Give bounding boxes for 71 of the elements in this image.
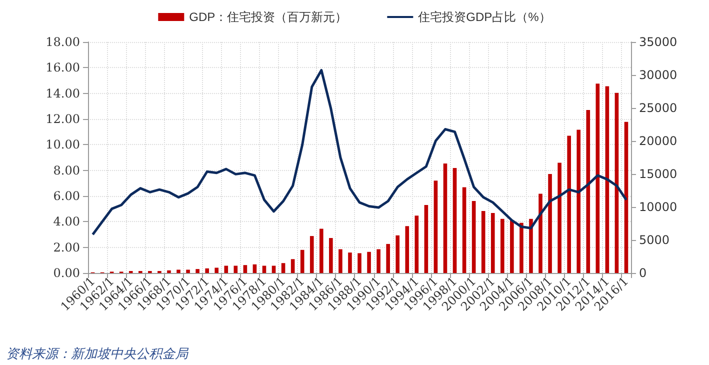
bar	[510, 220, 514, 273]
bar	[243, 265, 248, 273]
y-tick-label: 18.00	[46, 35, 80, 49]
y-tick-label: 14.00	[46, 86, 80, 100]
legend-label: GDP：住宅投资（百万新元）	[189, 10, 348, 24]
y2-tick-label: 0	[639, 266, 647, 280]
y-tick-label: 8.00	[53, 163, 80, 178]
bar	[224, 266, 228, 273]
y2-tick-label: 10000	[639, 200, 678, 214]
bar	[310, 236, 314, 273]
bar	[567, 136, 571, 273]
bar	[558, 162, 562, 273]
bar	[490, 212, 495, 273]
bar	[348, 252, 352, 273]
y-tick-label: 10.00	[46, 138, 80, 152]
y2-tick-label: 20000	[639, 134, 678, 148]
bar	[434, 180, 438, 273]
bar	[576, 130, 581, 273]
y-tick-label: 12.00	[46, 112, 80, 126]
bar	[443, 163, 448, 273]
bar	[396, 235, 400, 273]
bar	[329, 238, 333, 273]
bar	[424, 205, 428, 273]
bar	[252, 264, 257, 273]
bar	[234, 266, 238, 273]
bar	[376, 249, 380, 273]
y2-tick-label: 25000	[639, 101, 678, 115]
bar	[462, 187, 466, 273]
bar	[414, 216, 419, 273]
bar	[586, 110, 590, 273]
y2-tick-label: 5000	[639, 233, 670, 247]
bar	[262, 266, 266, 273]
bar	[281, 263, 286, 273]
bar	[386, 244, 390, 273]
bar	[529, 218, 533, 273]
bar	[405, 226, 410, 273]
bar	[176, 270, 180, 273]
bar	[196, 269, 200, 273]
bar	[290, 259, 295, 273]
bar	[186, 270, 190, 273]
bar	[300, 250, 304, 273]
bar	[624, 122, 628, 273]
bar	[338, 249, 342, 273]
bar	[214, 268, 219, 273]
y2-tick-label: 15000	[639, 167, 678, 181]
bar	[538, 194, 542, 273]
bar	[500, 218, 504, 273]
bar	[614, 92, 619, 273]
line-series	[92, 68, 628, 236]
bar	[452, 168, 457, 273]
bar	[605, 86, 610, 273]
y-tick-label: 16.00	[46, 60, 80, 75]
bar	[472, 201, 476, 273]
y2-tick-label: 30000	[639, 68, 678, 82]
bar	[367, 252, 371, 273]
y2-tick-label: 35000	[639, 35, 678, 49]
legend-label: 住宅投资GDP占比（%）	[417, 10, 551, 24]
bar	[319, 228, 324, 273]
y-tick-label: 2.00	[53, 240, 80, 254]
bar	[167, 270, 171, 273]
bar	[358, 253, 362, 273]
y-tick-label: 0.00	[53, 266, 80, 280]
y-tick-label: 6.00	[53, 189, 80, 203]
y-tick-label: 4.00	[53, 214, 80, 229]
bar	[272, 266, 276, 273]
text: 资料来源：新加坡中央公积金局	[6, 347, 189, 362]
bar	[548, 174, 552, 273]
bar	[520, 222, 524, 273]
bar	[481, 210, 486, 273]
bar	[596, 84, 600, 273]
bar	[205, 268, 209, 273]
